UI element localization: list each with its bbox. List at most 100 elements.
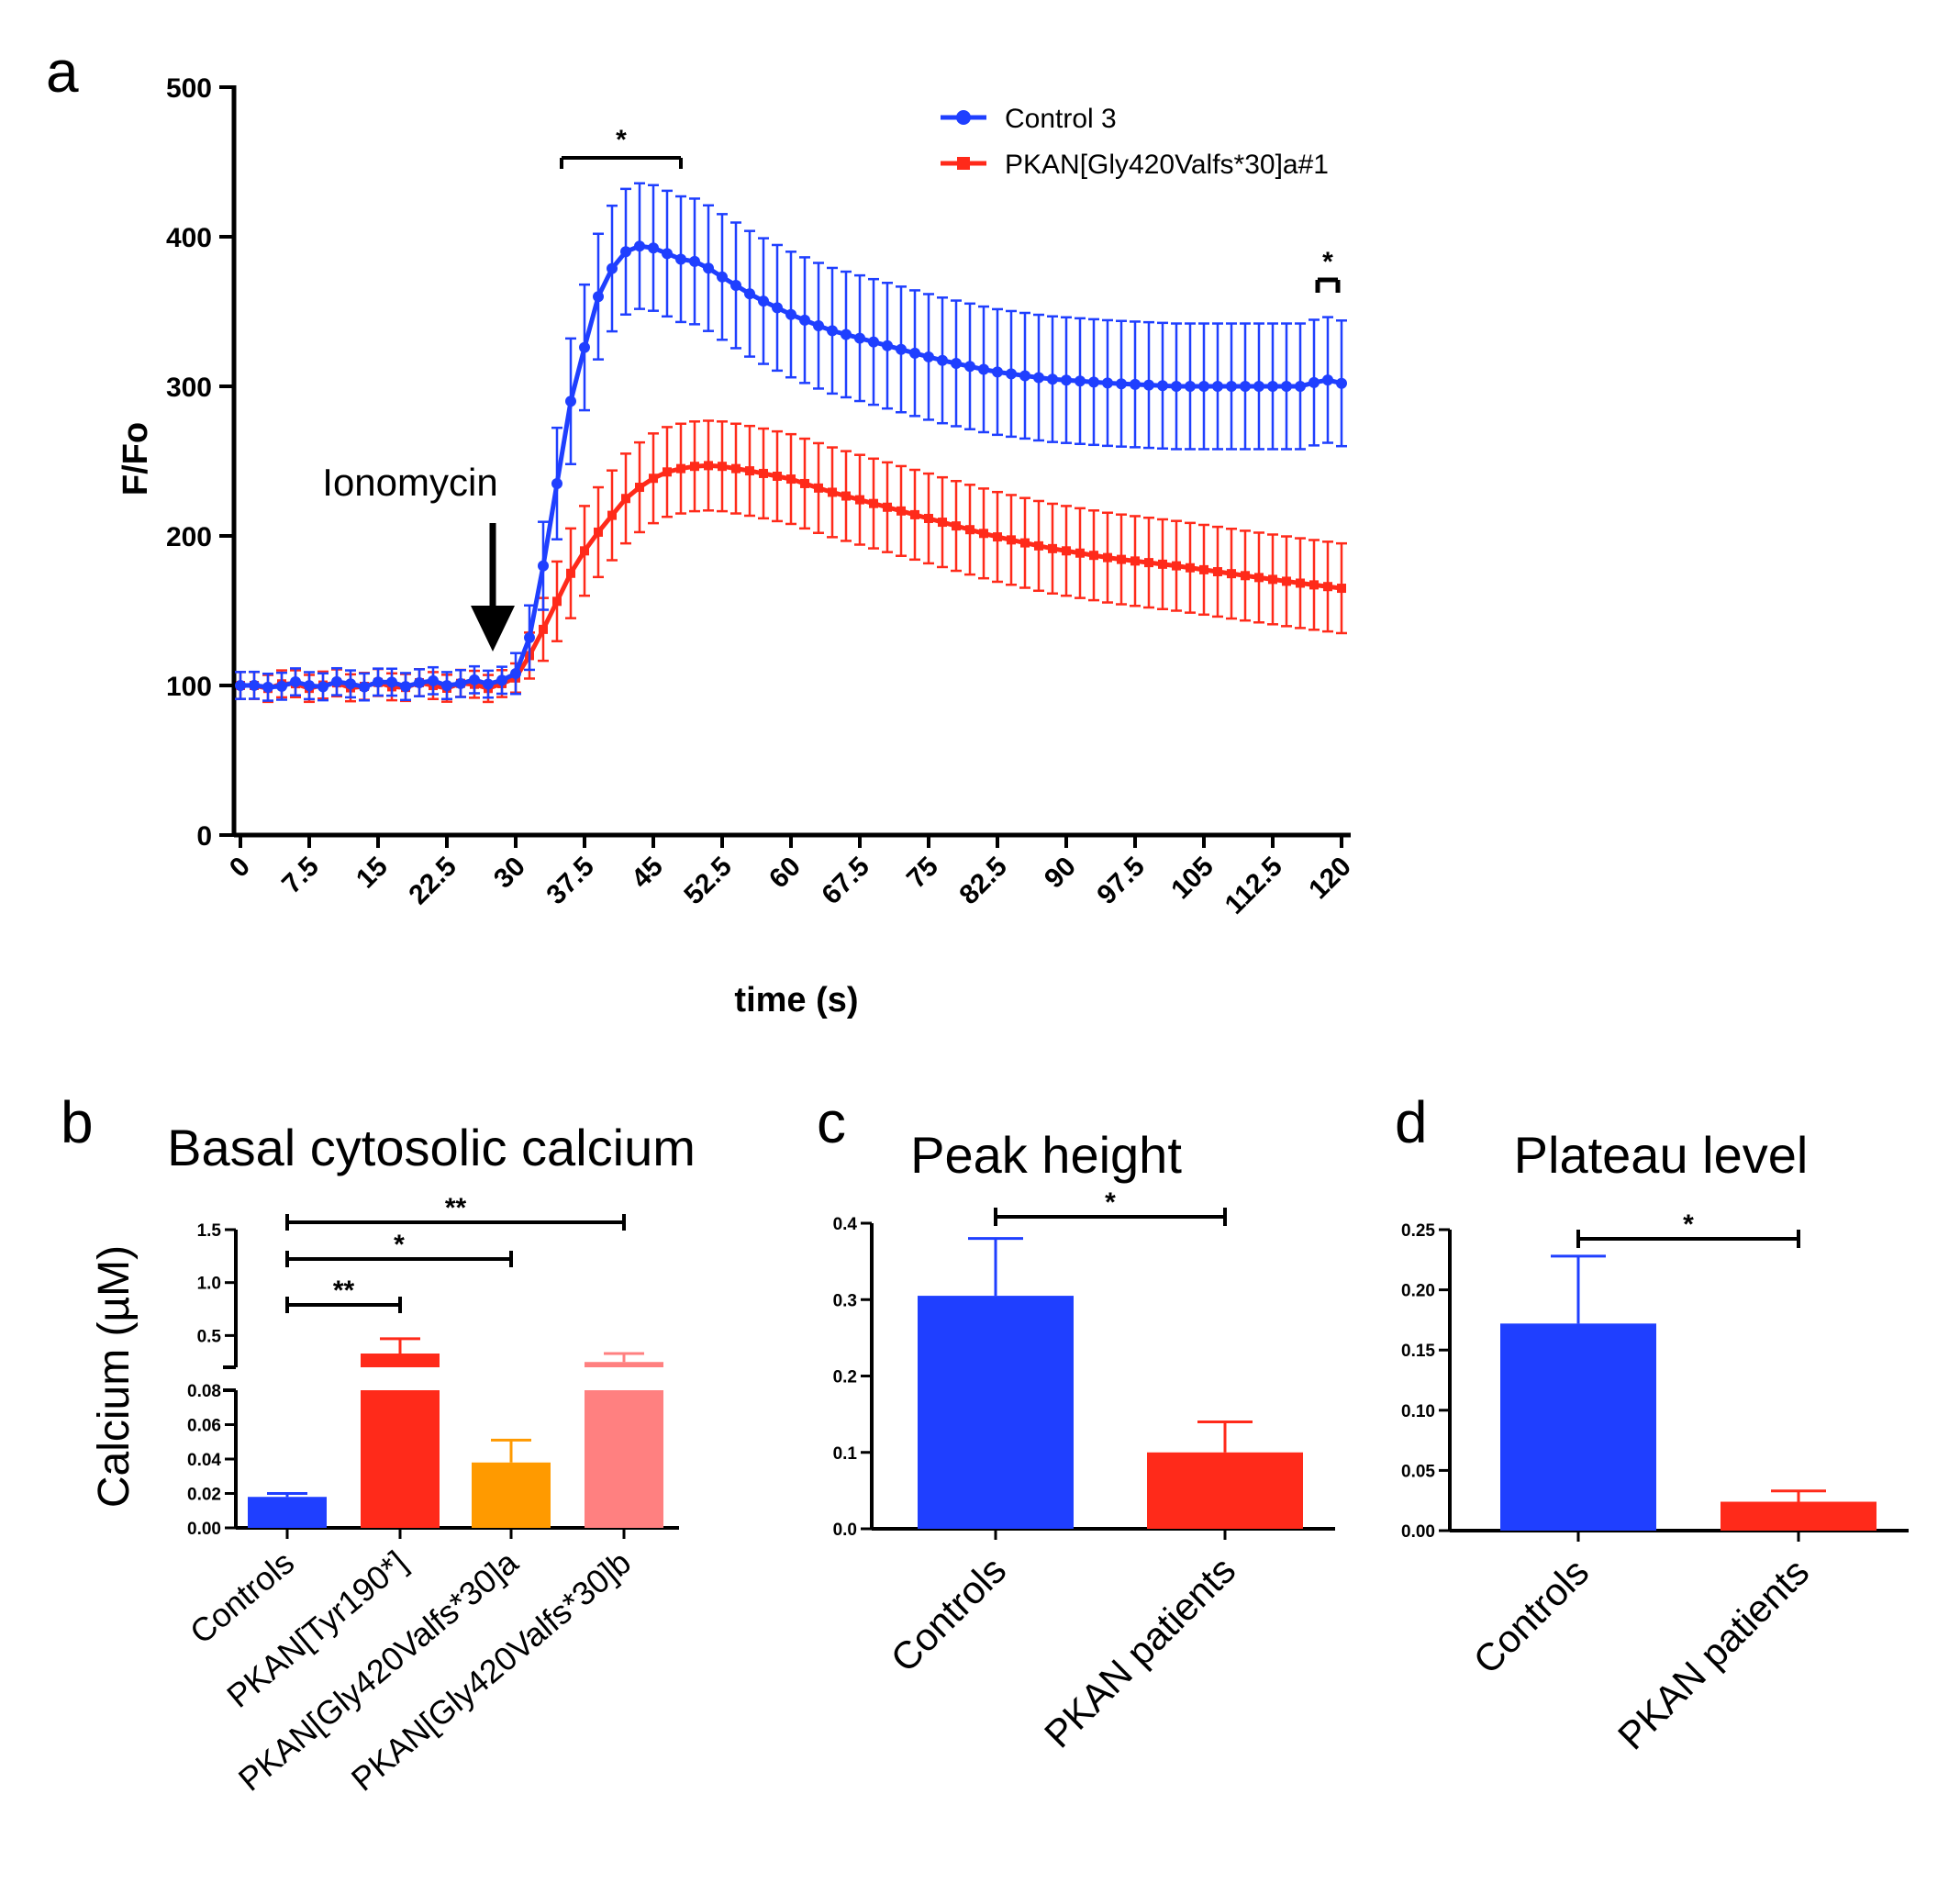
panel-b-bar-chart: Basal cytosolic calcium Calcium (µM) 0.0… <box>90 1119 696 1799</box>
a-data-point <box>718 462 727 472</box>
a-data-point <box>276 680 287 692</box>
a-data-point <box>1337 584 1346 594</box>
panel-letter-b: b <box>61 1089 94 1155</box>
a-data-point <box>1130 556 1140 566</box>
a-data-point <box>483 678 494 690</box>
a-data-point <box>1226 381 1237 392</box>
b-bar <box>585 1390 663 1528</box>
a-data-point <box>952 521 961 531</box>
a-data-point <box>634 240 645 252</box>
a-data-point <box>262 681 273 693</box>
a-data-point <box>1034 540 1043 551</box>
b-y-tick-label: 1.0 <box>197 1275 221 1294</box>
d-y-tick-label: 0.05 <box>1401 1462 1435 1481</box>
a-y-axis-title: F/Fo <box>117 422 155 496</box>
a-data-point <box>814 483 823 493</box>
a-data-point <box>785 308 796 320</box>
a-data-point <box>1075 548 1085 558</box>
a-data-point <box>1062 546 1071 556</box>
b-sig-label: * <box>394 1230 405 1260</box>
a-data-point <box>1019 370 1030 382</box>
a-data-point <box>992 366 1003 378</box>
a-data-point <box>249 679 260 691</box>
d-bar <box>1721 1501 1876 1531</box>
a-data-point <box>1144 558 1153 568</box>
a-data-point <box>855 495 864 505</box>
a-data-point <box>1186 563 1195 573</box>
a-data-point <box>1172 561 1181 571</box>
d-category-label: PKAN patients <box>1609 1550 1817 1757</box>
a-data-point <box>455 677 466 689</box>
a-data-point <box>414 677 425 689</box>
a-data-point <box>510 667 521 679</box>
a-data-point <box>924 513 933 523</box>
a-data-point <box>235 680 246 691</box>
a-data-point <box>635 483 644 493</box>
a-data-point <box>1199 564 1208 574</box>
a-data-point <box>1213 567 1222 577</box>
a-data-point <box>979 529 988 539</box>
ionomycin-arrow-head <box>471 606 515 652</box>
a-data-point <box>896 506 906 516</box>
a-y-tick-label: 100 <box>166 672 212 702</box>
b-bar <box>472 1462 551 1528</box>
d-y-tick-label: 0.15 <box>1401 1342 1435 1361</box>
a-data-point <box>758 295 769 307</box>
a-x-tick-label: 15 <box>351 852 394 895</box>
c-y-tick-label: 0.4 <box>833 1215 858 1234</box>
a-data-point <box>1007 535 1016 545</box>
d-bar <box>1500 1323 1656 1531</box>
a-data-point <box>1295 381 1306 392</box>
a-data-point <box>1171 381 1182 392</box>
a-data-point <box>896 343 907 355</box>
panel-c-bar-chart: Peak height 0.0 0.1 0.2 0.3 0.4 Controls PKAN … <box>833 1126 1335 1756</box>
a-y-tick-label: 400 <box>166 223 212 253</box>
a-data-point <box>580 546 589 556</box>
a-x-tick-label: 52.5 <box>678 852 738 911</box>
d-y-tick-label: 0.25 <box>1401 1221 1435 1241</box>
a-y-tick-label: 0 <box>196 821 212 852</box>
a-data-point <box>869 498 878 508</box>
a-data-point <box>1061 374 1072 386</box>
a-data-point <box>1322 374 1333 386</box>
d-chart-title: Plateau level <box>1514 1126 1809 1184</box>
a-data-point <box>1103 552 1112 563</box>
a-data-point <box>607 262 618 274</box>
a-data-point <box>937 354 948 366</box>
a-data-point <box>304 680 315 692</box>
a-data-point <box>428 674 439 686</box>
a-x-tick-label: 30 <box>488 852 531 895</box>
a-data-point <box>951 358 962 370</box>
b-sig-label: ** <box>445 1193 467 1223</box>
a-data-point <box>1006 368 1017 380</box>
a-data-point <box>841 491 851 501</box>
a-data-point <box>993 532 1002 542</box>
d-y-tick-label: 0.10 <box>1401 1402 1435 1421</box>
a-y-tick-label: 200 <box>166 522 212 552</box>
a-data-point <box>607 510 617 520</box>
a-data-point <box>676 463 685 474</box>
a-data-point <box>1047 373 1058 385</box>
a-data-point <box>1088 376 1099 388</box>
a-data-point <box>703 262 714 274</box>
c-sig-label: * <box>1105 1187 1116 1218</box>
panel-letter-a: a <box>46 39 79 105</box>
a-data-point <box>978 363 989 375</box>
b-bar-upper <box>585 1362 663 1367</box>
a-data-point <box>621 494 630 504</box>
a-data-point <box>386 676 397 688</box>
a-data-point <box>1158 559 1167 569</box>
a-x-tick-label: 60 <box>763 852 807 895</box>
a-significance-label-1: * <box>616 125 627 155</box>
a-x-tick-label: 120 <box>1303 852 1357 906</box>
d-y-tick-label: 0.00 <box>1401 1522 1435 1542</box>
a-x-tick-label: 112.5 <box>1219 852 1288 920</box>
a-data-point <box>373 676 384 688</box>
b-y-tick-label: 0.04 <box>187 1451 221 1470</box>
a-data-point <box>1309 580 1319 590</box>
a-data-point <box>359 681 370 693</box>
c-chart-title: Peak height <box>910 1126 1182 1184</box>
c-bar <box>918 1296 1074 1529</box>
a-data-point <box>730 279 741 291</box>
